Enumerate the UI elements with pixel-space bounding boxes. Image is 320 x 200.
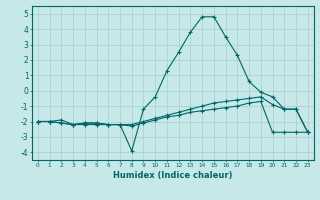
X-axis label: Humidex (Indice chaleur): Humidex (Indice chaleur) bbox=[113, 171, 233, 180]
